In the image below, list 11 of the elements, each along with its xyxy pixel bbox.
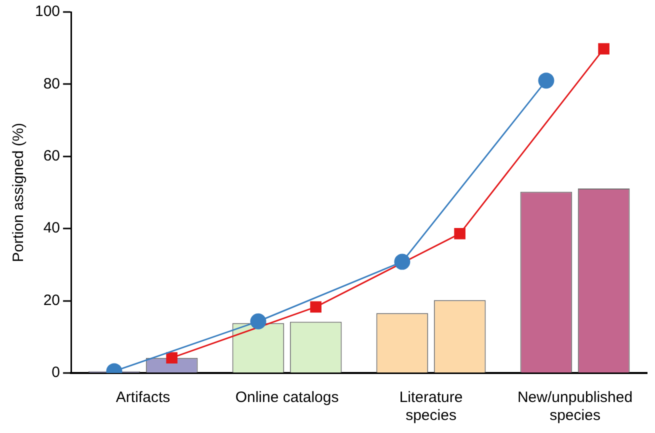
y-tick-label: 0 <box>52 364 60 382</box>
x-tick-label: Literature species <box>399 389 463 424</box>
y-tick-label: 60 <box>43 148 60 165</box>
x-tick-label: New/unpublished species <box>517 389 633 424</box>
y-axis-title: Portion assigned (%) <box>10 122 28 262</box>
y-tick-label: 40 <box>43 220 60 237</box>
x-tick-label: Online catalogs <box>235 389 339 406</box>
y-tick-label: 100 <box>34 3 60 20</box>
x-tick-label: Artifacts <box>116 389 170 406</box>
y-tick-label: 20 <box>43 292 60 309</box>
y-tick-label: 80 <box>43 75 60 92</box>
